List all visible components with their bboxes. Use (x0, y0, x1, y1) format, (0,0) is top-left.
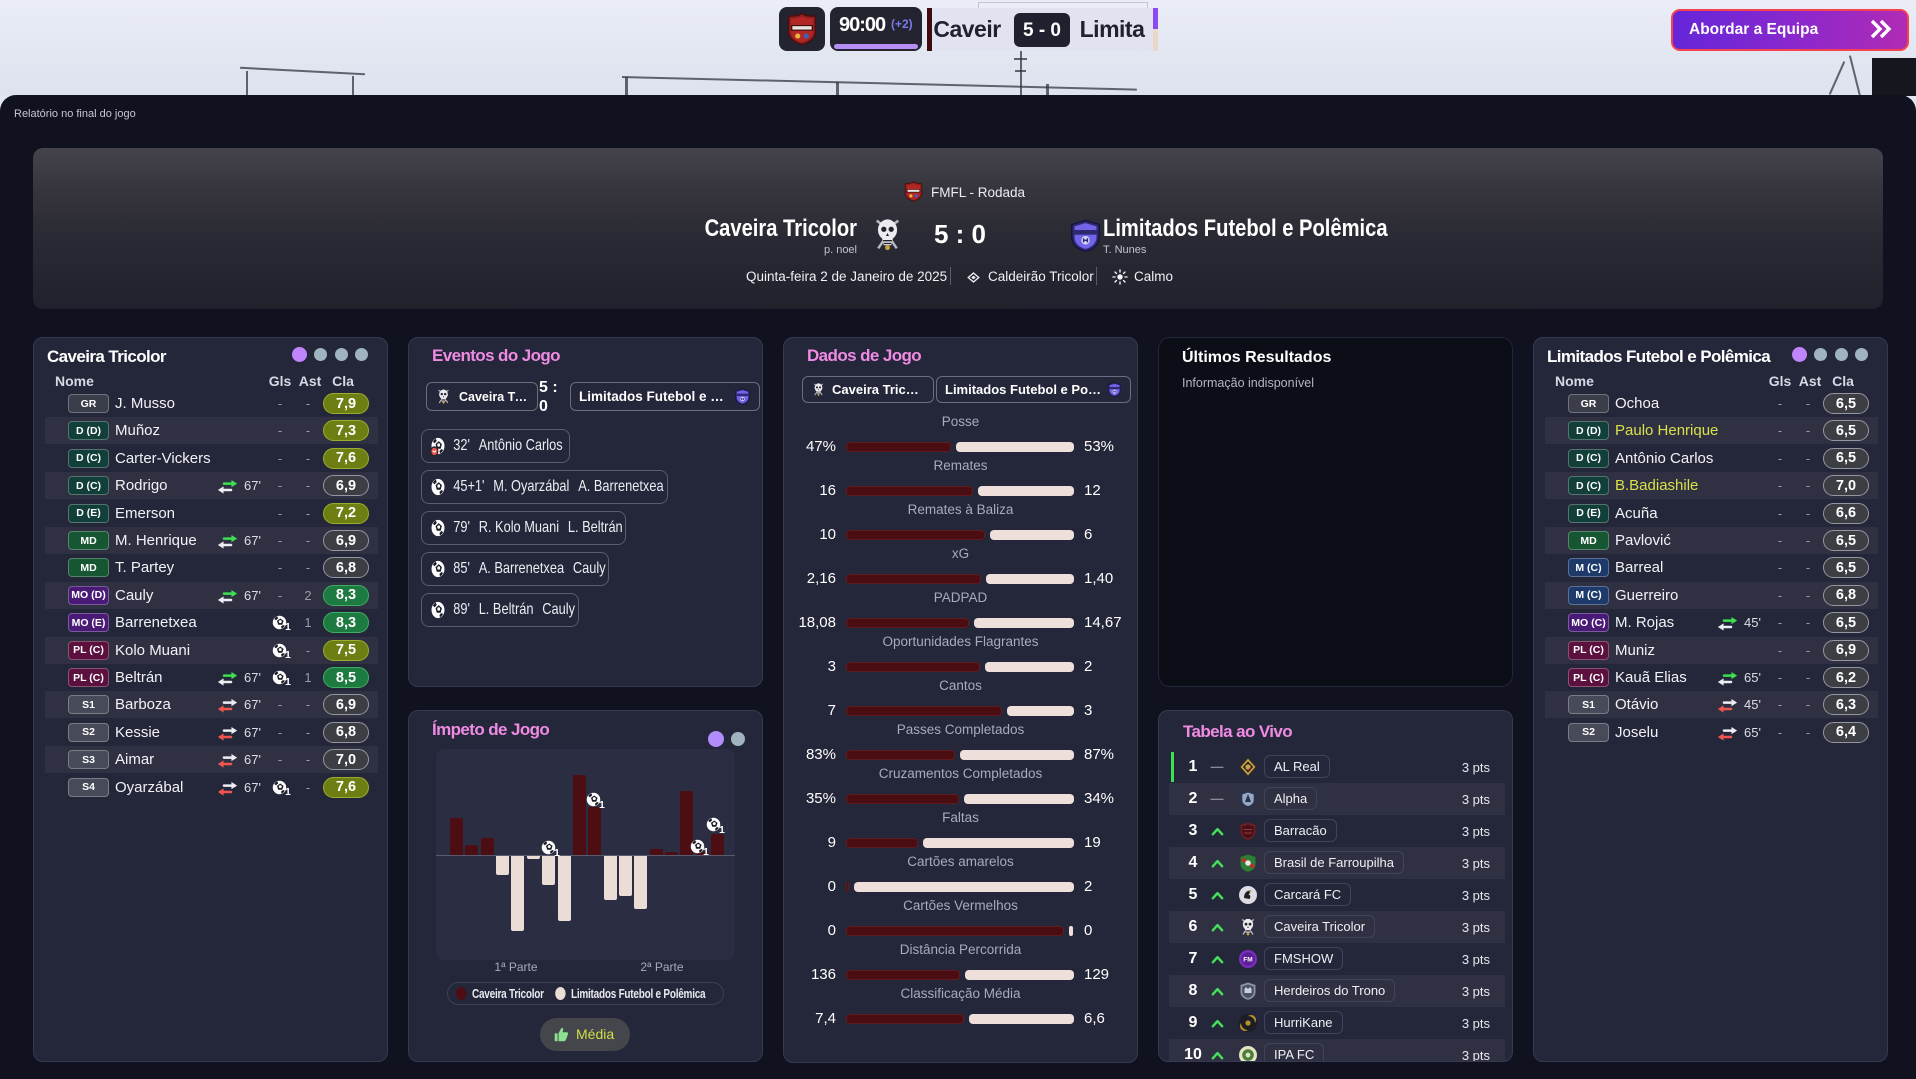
svg-text:FM: FM (1243, 957, 1252, 964)
